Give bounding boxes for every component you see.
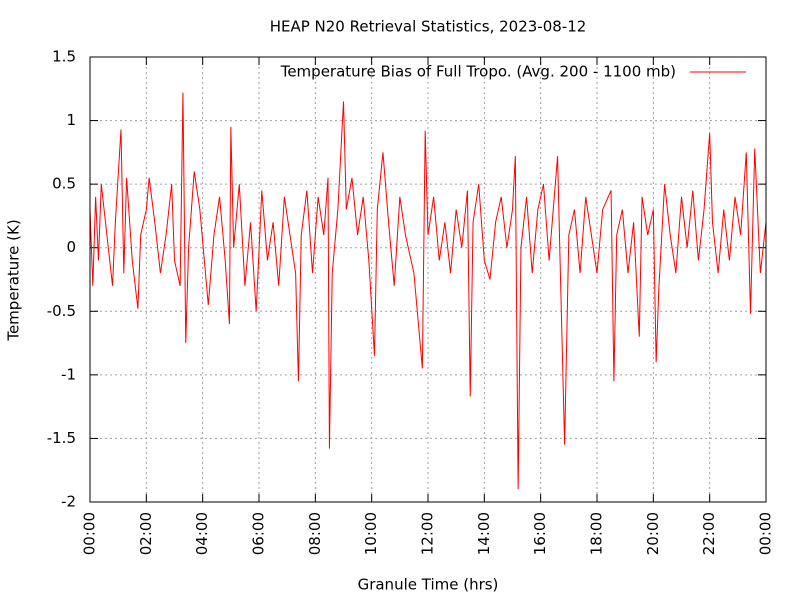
x-tick-label: 04:00 <box>193 512 211 555</box>
x-tick-label: 22:00 <box>700 512 718 555</box>
x-axis-label: Granule Time (hrs) <box>358 576 499 594</box>
y-axis-label: Temperature (K) <box>5 219 23 341</box>
y-tick-label: -1.5 <box>47 429 76 447</box>
legend-label: Temperature Bias of Full Tropo. (Avg. 20… <box>280 63 676 81</box>
x-tick-label: 02:00 <box>137 512 155 555</box>
x-tick-label: 16:00 <box>531 512 549 555</box>
y-tick-label: -2 <box>61 493 76 511</box>
x-tick-label: 06:00 <box>250 512 268 555</box>
y-tick-label: 1.5 <box>52 48 76 66</box>
plot-frame <box>89 56 767 503</box>
y-tick-label: -0.5 <box>47 302 76 320</box>
x-tick-label: 14:00 <box>475 512 493 555</box>
chart-title: HEAP N20 Retrieval Statistics, 2023-08-1… <box>270 18 587 36</box>
y-tick-label: -1 <box>61 365 76 383</box>
data-line <box>89 92 767 490</box>
x-tick-label: 20:00 <box>644 512 662 555</box>
x-tick-label: 00:00 <box>81 512 99 555</box>
x-tick-label: 12:00 <box>419 512 437 555</box>
y-tick-label: 1 <box>66 111 76 129</box>
y-tick-label: 0 <box>66 238 76 256</box>
x-tick-label: 10:00 <box>362 512 380 555</box>
x-tick-label: 00:00 <box>757 512 775 555</box>
y-tick-label: 0.5 <box>52 175 76 193</box>
x-tick-label: 18:00 <box>588 512 606 555</box>
x-tick-label: 08:00 <box>306 512 324 555</box>
